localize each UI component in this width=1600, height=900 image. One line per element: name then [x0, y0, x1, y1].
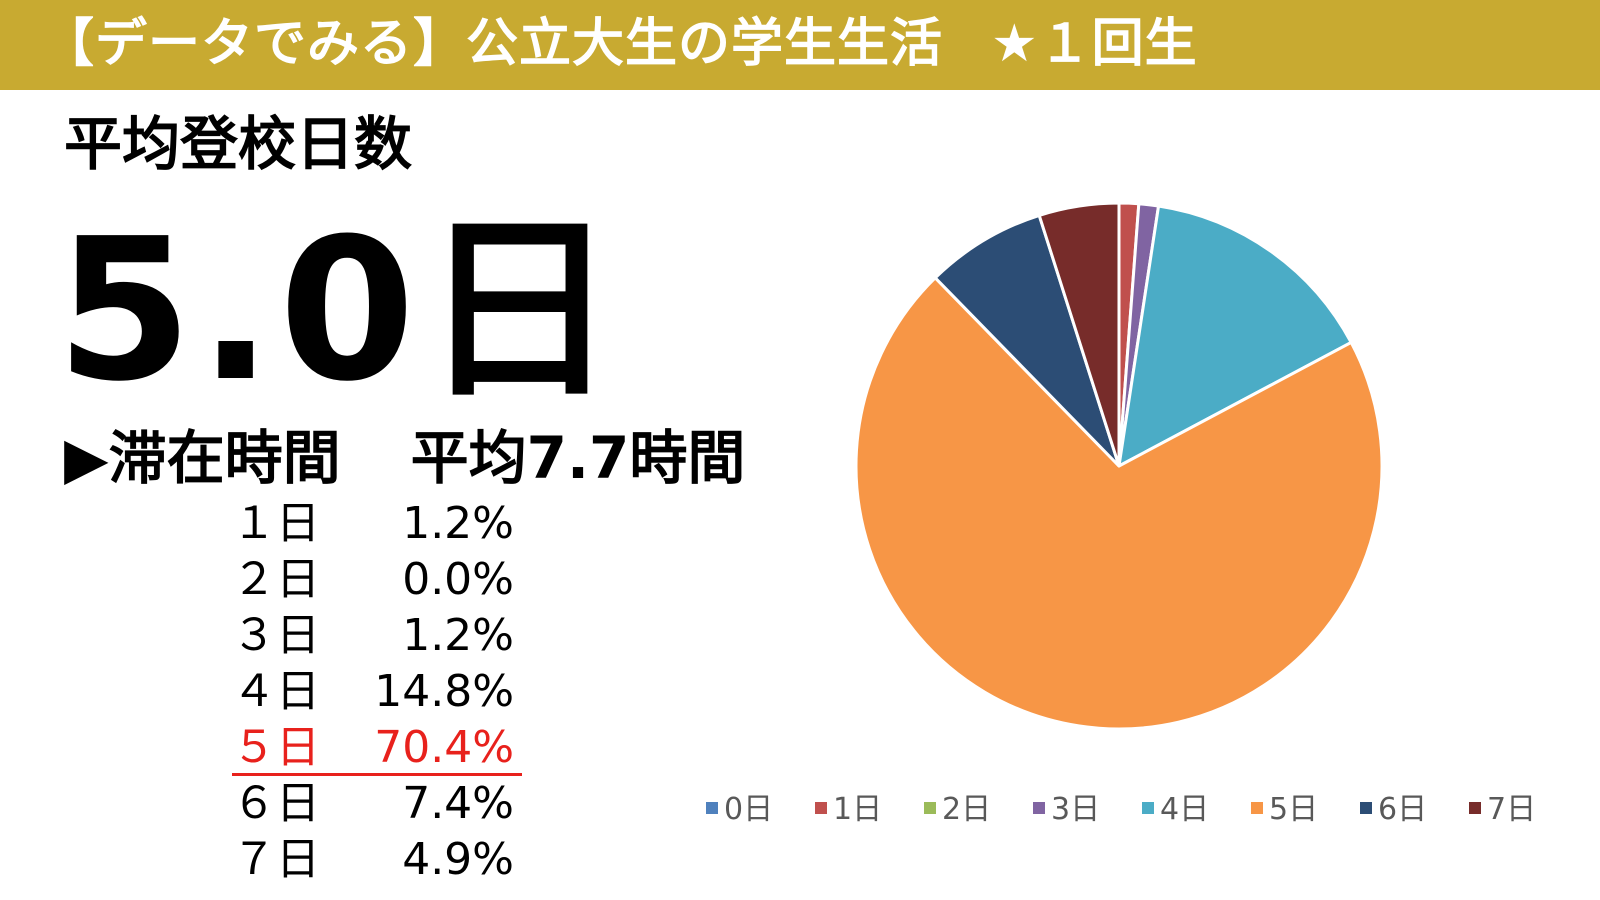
legend-swatch — [1360, 801, 1372, 814]
breakdown-day: ５日 — [232, 722, 320, 773]
legend-item: 5日 — [1251, 788, 1318, 832]
breakdown-day: ６日 — [232, 778, 320, 829]
legend-label: 2日 — [942, 792, 992, 827]
legend-item: 7日 — [1469, 788, 1536, 832]
breakdown-row: ２日 0.0% — [232, 552, 522, 608]
pie-slice-5日 — [854, 276, 1384, 731]
legend-label: 5日 — [1269, 792, 1319, 827]
breakdown-row: ３日 1.2% — [232, 608, 522, 664]
banner-title-text: 【データでみる】公立大生の学生生活 — [42, 14, 944, 74]
legend-swatch — [1142, 801, 1154, 814]
breakdown-day: ２日 — [232, 554, 320, 605]
breakdown-percent: 7.4% — [402, 778, 514, 829]
breakdown-day: ７日 — [232, 834, 320, 885]
banner-badge: ★１回生 — [991, 14, 1198, 74]
breakdown-percent: 0.0% — [402, 554, 514, 605]
legend-swatch — [815, 801, 827, 814]
breakdown-row: ７日 4.9% — [232, 832, 522, 888]
stay-time-line: ▶滞在時間 平均7.7時間 — [64, 420, 745, 496]
stay-time-value: 平均7.7時間 — [410, 424, 746, 492]
legend-item: 0日 — [706, 788, 773, 832]
average-days-value: 5.0日 — [56, 197, 624, 425]
pie-chart — [854, 201, 1384, 731]
breakdown-percent: 1.2% — [402, 498, 514, 549]
breakdown-row: １日 1.2% — [232, 496, 522, 552]
stay-time-label: ▶滞在時間 — [64, 424, 341, 492]
breakdown-day: ４日 — [232, 666, 320, 717]
legend-swatch — [1251, 801, 1263, 814]
legend-label: 3日 — [1051, 792, 1101, 827]
legend-label: 0日 — [724, 792, 774, 827]
pie-slice-7日 — [1037, 201, 1121, 468]
legend-item: 4日 — [1142, 788, 1209, 832]
banner-title: 【データでみる】公立大生の学生生活 ★１回生 — [42, 8, 1198, 80]
legend-swatch — [924, 801, 936, 814]
legend-label: 7日 — [1487, 792, 1537, 827]
breakdown-percent: 70.4% — [374, 722, 514, 773]
legend-item: 2日 — [924, 788, 991, 832]
breakdown-row: ４日 14.8% — [232, 664, 522, 720]
chart-legend: 0日 1日 2日 3日 4日 5日 6日 7日 — [706, 788, 1586, 832]
breakdown-row-highlighted: ５日 70.4% — [232, 720, 522, 776]
legend-item: 1日 — [815, 788, 882, 832]
breakdown-row: ６日 7.4% — [232, 776, 522, 832]
legend-swatch — [706, 801, 718, 814]
breakdown-day: ３日 — [232, 610, 320, 661]
legend-swatch — [1469, 801, 1481, 814]
title-banner: 【データでみる】公立大生の学生生活 ★１回生 — [0, 0, 1600, 90]
breakdown-day: １日 — [232, 498, 320, 549]
legend-label: 1日 — [833, 792, 883, 827]
legend-item: 6日 — [1360, 788, 1427, 832]
legend-label: 4日 — [1160, 792, 1210, 827]
breakdown-percent: 4.9% — [402, 834, 514, 885]
pie-slice-4日 — [1117, 204, 1353, 468]
breakdown-percent: 1.2% — [402, 610, 514, 661]
pie-chart-area — [840, 190, 1600, 750]
legend-item: 3日 — [1033, 788, 1100, 832]
section-heading: 平均登校日数 — [64, 110, 413, 178]
breakdown-percent: 14.8% — [374, 666, 514, 717]
pie-slice-6日 — [933, 213, 1121, 468]
legend-swatch — [1033, 801, 1045, 814]
breakdown-list: １日 1.2% ２日 0.0% ３日 1.2% ４日 14.8% ５日 70.4… — [232, 496, 522, 888]
legend-label: 6日 — [1378, 792, 1428, 827]
